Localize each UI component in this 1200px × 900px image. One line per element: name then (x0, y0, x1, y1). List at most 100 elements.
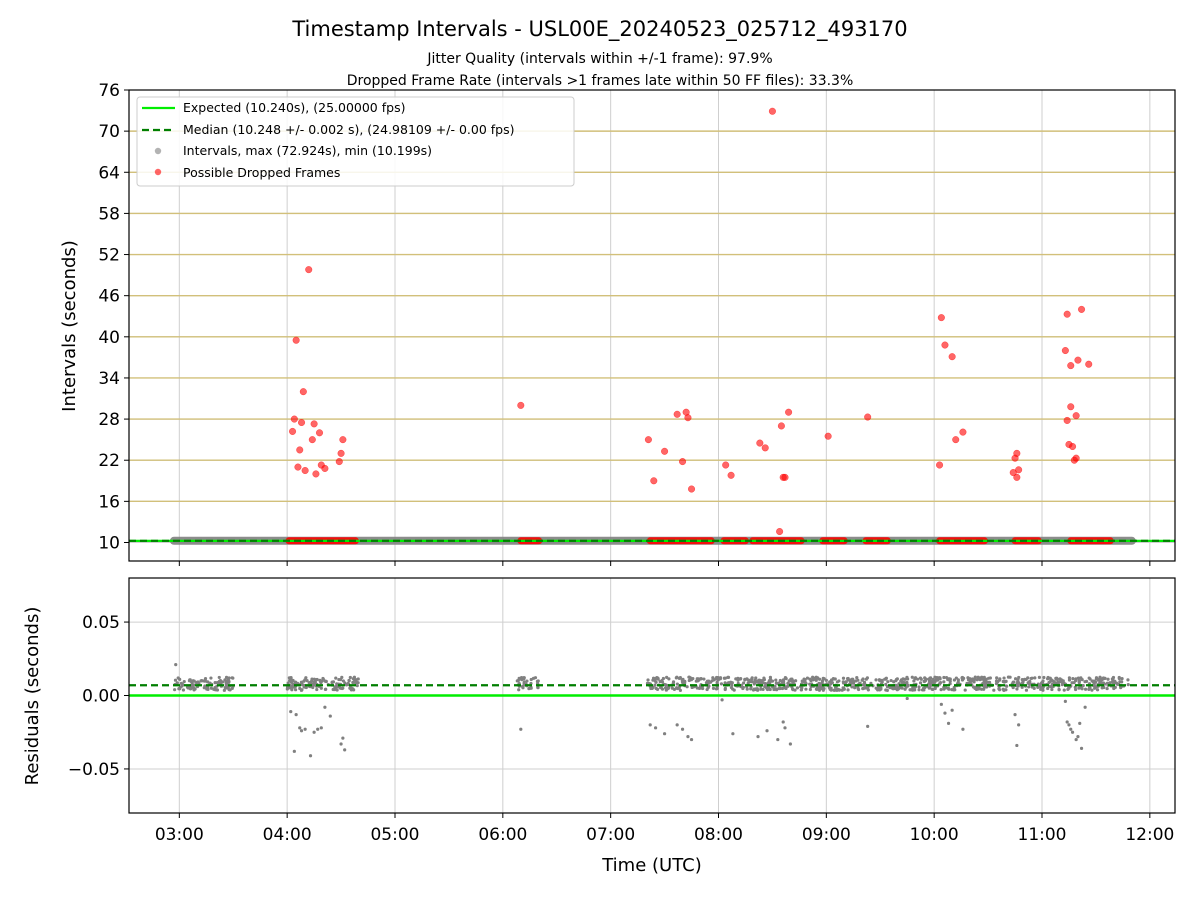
residual-point (918, 681, 923, 685)
dropped-frame-point (761, 444, 769, 452)
residual-point (675, 682, 679, 686)
residual-outlier-point (756, 735, 760, 739)
residual-point (899, 678, 904, 682)
residual-point (678, 675, 682, 680)
residual-point (963, 688, 967, 692)
dropped-frame-point (1077, 305, 1086, 313)
residual-point (831, 677, 836, 681)
residual-point (1013, 677, 1018, 681)
dropped-frame-point (776, 527, 784, 536)
residual-outlier-point (519, 727, 523, 731)
residual-point (355, 684, 359, 688)
residual-point (864, 677, 868, 681)
dropped-frame-point (1067, 362, 1075, 370)
residual-point (714, 687, 719, 691)
residuals-x-tick-label: 11:00 (1018, 825, 1067, 845)
residual-point (835, 688, 839, 692)
residual-point (793, 688, 797, 692)
residual-point (1054, 677, 1058, 681)
dropped-frame-point (937, 314, 945, 322)
dropped-frame-point (1013, 473, 1021, 481)
residual-point (319, 686, 323, 690)
residual-outlier-point (312, 730, 316, 734)
residual-point (335, 688, 339, 692)
residual-point (681, 681, 685, 685)
residual-point (808, 677, 812, 681)
residual-point (906, 683, 910, 687)
residual-point (804, 687, 808, 691)
residual-point (811, 675, 815, 679)
residual-point (687, 675, 691, 679)
residual-point (1062, 688, 1066, 692)
residual-point (1126, 683, 1130, 687)
residual-point (933, 675, 937, 679)
residual-outlier-point (1063, 699, 1067, 703)
residual-point (752, 687, 756, 691)
residual-point (986, 680, 990, 684)
residual-point (781, 679, 786, 683)
dropped-frame-point (722, 461, 730, 469)
residual-point (715, 680, 719, 684)
residual-point (905, 675, 909, 679)
residual-point (735, 677, 740, 681)
residual-point (678, 688, 682, 692)
residual-point (1083, 687, 1088, 691)
residual-point (960, 676, 964, 680)
residual-point (1080, 687, 1084, 691)
residual-point (759, 687, 763, 691)
dropped-frame-point (952, 436, 960, 444)
residual-point (1095, 688, 1100, 692)
residual-point (783, 675, 788, 680)
residual-point (747, 678, 751, 682)
residual-point (1049, 685, 1053, 689)
residual-point (205, 686, 210, 690)
dropped-frame-point (315, 429, 324, 437)
residual-outlier-point (788, 742, 792, 746)
residual-point (706, 686, 710, 690)
residual-point (761, 687, 765, 691)
residual-outlier-point (323, 705, 327, 709)
residual-point (1081, 683, 1085, 688)
residual-point (227, 688, 231, 692)
residual-point (711, 686, 716, 691)
residuals-y-ticks: −0.05 0.00 0.05 (68, 613, 129, 780)
dropped-frame-point (517, 401, 525, 409)
dropped-frame-point (673, 410, 681, 418)
intervals-y-tick-label: 22 (98, 451, 120, 471)
residual-point (223, 678, 227, 682)
residual-point (745, 687, 749, 691)
residual-point (861, 677, 865, 681)
dropped-frame-point (1015, 466, 1023, 474)
residuals-expected-median-lines (129, 684, 1175, 697)
residual-point (890, 686, 895, 690)
residual-point (805, 676, 810, 680)
dropped-frame-point (292, 336, 300, 344)
residual-point (948, 679, 952, 683)
residual-point (858, 681, 862, 685)
residual-point (921, 686, 926, 690)
dropped-frame-point (644, 436, 652, 444)
residual-point (790, 679, 794, 683)
dropped-frame-point (335, 458, 343, 466)
residual-point (917, 688, 921, 692)
residual-outlier-point (308, 754, 313, 758)
residual-point (675, 686, 679, 691)
residual-point (1120, 677, 1124, 681)
residual-point (1066, 687, 1070, 691)
intervals-x-ticks (178, 561, 1151, 566)
legend-expected-label: Expected (10.240s), (25.00000 fps) (183, 100, 405, 115)
residuals-x-ticks: 03:00 04:00 05:00 06:00 07:00 08:00 09:00 10:00… (155, 813, 1174, 845)
residual-point (351, 677, 355, 681)
residual-point (1090, 679, 1094, 683)
residual-point (992, 688, 996, 692)
residual-point (697, 677, 701, 681)
intervals-y-tick-label: 16 (98, 492, 120, 512)
residual-point (1072, 681, 1076, 685)
residual-point (667, 677, 671, 681)
residual-point (830, 681, 834, 685)
residual-point (894, 677, 899, 682)
residual-outlier-point (1083, 705, 1087, 709)
residual-point (1113, 685, 1117, 689)
legend-dropped-label: Possible Dropped Frames (183, 165, 340, 180)
